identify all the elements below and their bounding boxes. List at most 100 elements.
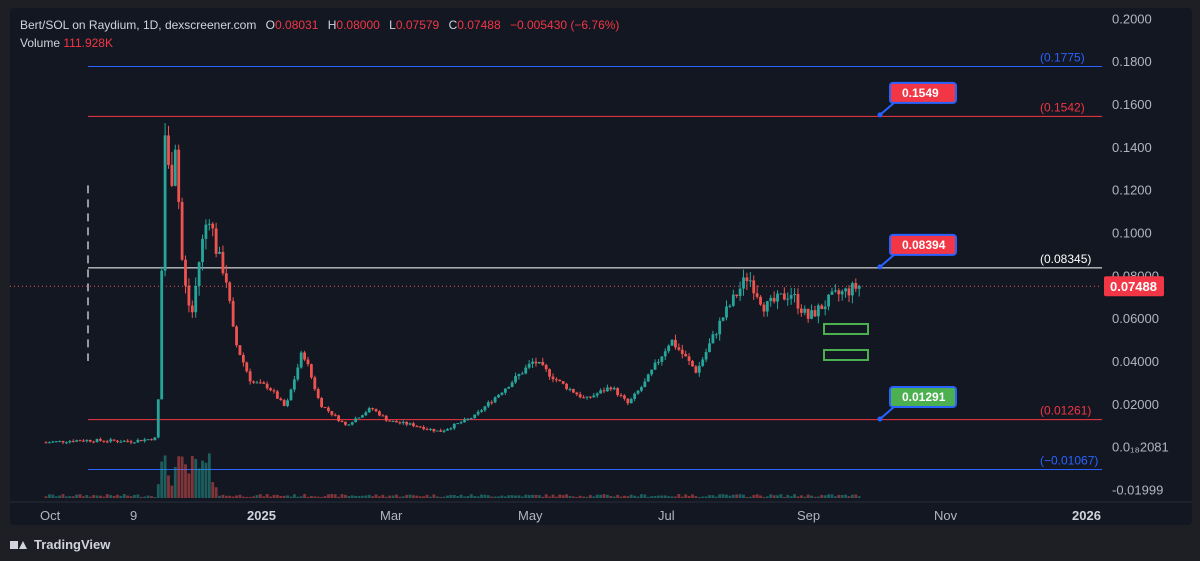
candle-body xyxy=(282,400,286,406)
volume-bar xyxy=(694,496,698,498)
volume-bar xyxy=(384,496,388,498)
volume-bar xyxy=(180,456,184,498)
callout-box xyxy=(889,385,957,408)
candle-body xyxy=(718,320,722,335)
candle-body xyxy=(670,339,674,346)
volume-bar xyxy=(837,494,841,498)
candle-body xyxy=(589,396,592,398)
candle-body xyxy=(299,352,303,368)
candle-body xyxy=(765,301,769,312)
volume-bar xyxy=(806,494,810,498)
volume-bar xyxy=(119,495,123,498)
candle-body xyxy=(582,397,585,399)
candle-body xyxy=(265,383,269,389)
chart-panel[interactable]: 0.2000 0.1800 0.1600 0.1400 0.1200 0.1000 0.08… xyxy=(10,8,1192,525)
candle-body xyxy=(738,288,742,297)
candle-body xyxy=(483,406,487,411)
volume-bar xyxy=(755,494,759,498)
candle-body xyxy=(439,430,443,432)
x-tick-label: Nov xyxy=(934,508,958,523)
candle-body xyxy=(820,305,824,310)
volume-bar xyxy=(854,494,858,498)
volume-bar xyxy=(670,496,674,498)
candle-body xyxy=(640,387,643,391)
x-tick-label: 9 xyxy=(130,508,137,523)
volume-bar xyxy=(510,495,514,498)
candle-body xyxy=(606,387,609,392)
volume-label: Volume xyxy=(20,36,61,50)
price-chart[interactable]: 0.2000 0.1800 0.1600 0.1400 0.1200 0.1000 0.08… xyxy=(10,8,1192,525)
volume-bar xyxy=(255,495,259,498)
candle-body xyxy=(347,424,351,426)
volume-bar xyxy=(456,496,460,498)
volume-bar xyxy=(75,494,79,498)
volume-bar xyxy=(551,494,555,498)
volume-bar xyxy=(422,496,426,498)
volume-bar xyxy=(71,496,75,498)
candle-body xyxy=(153,437,157,441)
volume-value: 111.928K xyxy=(63,36,113,50)
volume-bar xyxy=(364,495,368,498)
candle-body xyxy=(204,224,208,239)
high-value: 0.08000 xyxy=(336,18,380,32)
candle-body xyxy=(554,379,558,381)
volume-bar xyxy=(99,495,102,498)
candle-body xyxy=(170,164,174,186)
x-tick-label: Oct xyxy=(40,508,61,523)
candle-body xyxy=(650,369,654,375)
volume-bar xyxy=(211,482,215,498)
volume-bar xyxy=(218,495,221,498)
candle-body xyxy=(442,430,446,432)
callout-pointer xyxy=(879,254,895,268)
candle-body xyxy=(537,361,541,364)
callout-anchor xyxy=(877,416,883,422)
callout-label: 0.1549 xyxy=(902,86,939,100)
symbol-title: Bert/SOL on Raydium, 1D, dexscreener.com xyxy=(20,18,257,32)
candle-body xyxy=(296,367,300,380)
candle-body xyxy=(425,429,429,431)
candle-body xyxy=(490,402,494,404)
volume-bar xyxy=(721,494,725,498)
candle-body xyxy=(844,288,847,292)
candle-body xyxy=(657,361,660,363)
volume-bar xyxy=(558,494,562,498)
volume-bar xyxy=(554,496,558,498)
volume-bar xyxy=(51,494,55,498)
candle-body xyxy=(755,293,759,297)
candle-body xyxy=(418,426,422,428)
candle-body xyxy=(806,308,810,319)
volume-bar xyxy=(674,496,677,498)
low-value: 0.07579 xyxy=(395,18,440,32)
candle-body xyxy=(71,441,75,443)
volume-bar xyxy=(517,495,521,498)
candle-body xyxy=(629,398,633,404)
volume-bar xyxy=(160,461,164,498)
candle-body xyxy=(840,291,844,295)
candle-body xyxy=(313,377,317,390)
volume-bar xyxy=(286,495,289,498)
candle-body xyxy=(252,381,255,383)
candle-body xyxy=(398,422,402,424)
candle-body xyxy=(412,423,415,427)
volume-bar xyxy=(657,495,660,498)
candle-body xyxy=(616,388,620,396)
volume-bar xyxy=(752,495,756,498)
candle-body xyxy=(432,428,436,432)
volume-bar xyxy=(514,495,517,498)
volume-bar xyxy=(190,455,194,498)
volume-bar xyxy=(82,496,85,498)
candle-body xyxy=(44,442,48,444)
x-tick-label: Mar xyxy=(380,508,403,523)
volume-bar xyxy=(609,495,613,498)
candle-body xyxy=(143,439,147,442)
volume-bar xyxy=(759,495,762,498)
callout-box xyxy=(889,233,957,256)
volume-bar xyxy=(612,496,616,498)
volume-bar xyxy=(344,494,347,498)
candle-body xyxy=(725,306,728,318)
tradingview-brand[interactable]: TradingView xyxy=(10,537,110,552)
volume-bar xyxy=(691,494,694,498)
volume-bar xyxy=(469,494,473,498)
candle-body xyxy=(323,407,327,409)
volume-bar xyxy=(102,496,106,498)
